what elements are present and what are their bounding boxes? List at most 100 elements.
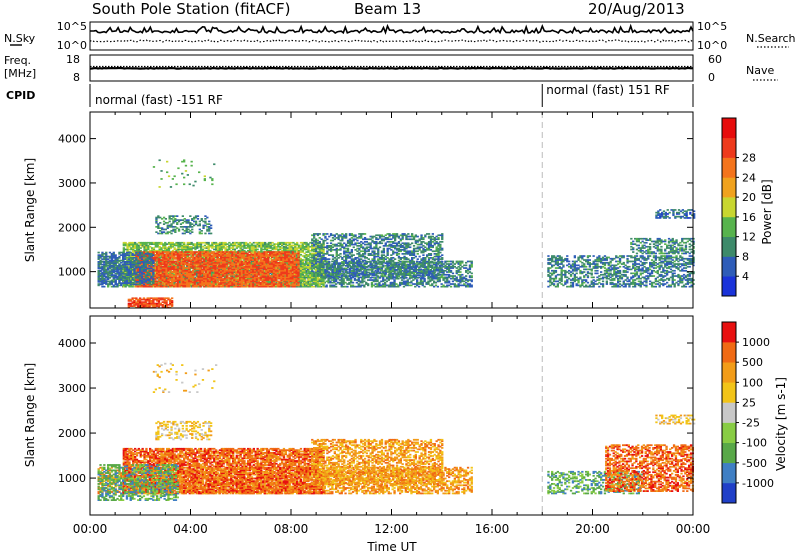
noise-panel: N.Sky 10^5 10^0 10^5 10^0 N.Search — [4, 20, 796, 52]
data-cell — [325, 285, 328, 288]
data-cell — [350, 279, 353, 281]
data-cell — [359, 285, 362, 288]
data-cell — [112, 279, 115, 281]
data-cell — [110, 272, 113, 275]
data-cell — [107, 260, 110, 263]
data-cell — [183, 241, 186, 244]
data-cell — [355, 271, 358, 273]
data-cell — [423, 285, 426, 288]
data-cell — [359, 280, 362, 283]
data-cell — [353, 279, 357, 281]
data-cell — [336, 265, 340, 268]
data-cell — [304, 276, 308, 279]
data-cell — [159, 267, 162, 269]
data-cell — [161, 284, 164, 287]
data-cell — [310, 267, 313, 269]
data-cell — [342, 280, 345, 283]
data-cell — [329, 281, 332, 284]
data-cell — [107, 272, 110, 275]
data-cell — [351, 281, 355, 284]
data-cell — [116, 260, 119, 263]
data-cell — [367, 283, 370, 285]
data-cell — [338, 273, 341, 276]
data-cell — [348, 277, 351, 280]
data-cell — [120, 273, 123, 276]
data-cell — [118, 260, 121, 263]
data-cell — [359, 276, 362, 279]
data-cell — [470, 275, 473, 277]
data-cell — [342, 261, 345, 264]
noise-search-line — [89, 39, 694, 43]
data-cell — [340, 279, 343, 281]
data-cell — [449, 285, 453, 288]
data-cell — [344, 285, 347, 288]
data-cell — [321, 272, 325, 275]
data-cell — [297, 280, 300, 283]
data-cell — [340, 281, 343, 284]
data-cell — [455, 276, 458, 279]
data-cell — [342, 271, 345, 273]
data-cell — [321, 261, 325, 264]
data-cell — [323, 260, 326, 263]
data-cell — [350, 271, 353, 273]
data-cell — [216, 276, 219, 279]
data-cell — [210, 280, 213, 283]
data-cell — [112, 285, 115, 288]
data-cell — [342, 281, 345, 284]
nave-tick-bottom: 0 — [708, 71, 715, 84]
data-cell — [348, 263, 351, 265]
data-cell — [231, 275, 234, 277]
data-cell — [355, 279, 358, 281]
data-cell — [359, 269, 362, 272]
data-cell — [346, 276, 349, 279]
data-cell — [103, 285, 106, 288]
data-cell — [325, 280, 328, 283]
data-cell — [327, 273, 330, 276]
data-cell — [114, 268, 117, 271]
data-cell — [350, 285, 353, 288]
cpid-segment-2: normal (fast) 151 RF — [546, 83, 670, 97]
data-cell — [216, 267, 219, 269]
data-cell — [331, 279, 334, 281]
data-cell — [110, 283, 113, 285]
data-cell — [359, 260, 362, 263]
data-cell — [103, 267, 106, 269]
data-cell — [331, 284, 334, 287]
data-cell — [331, 285, 334, 288]
data-cell — [99, 277, 102, 280]
noise-left-tick-bottom: 10^0 — [57, 39, 87, 52]
data-cell — [340, 277, 343, 280]
data-cell — [210, 265, 213, 268]
data-cell — [325, 284, 328, 287]
data-cell — [346, 272, 349, 275]
data-cell — [112, 275, 115, 277]
data-cell — [331, 263, 334, 265]
data-cell — [461, 260, 464, 263]
data-cell — [252, 275, 255, 277]
data-cell — [105, 261, 108, 264]
data-cell — [195, 272, 198, 275]
data-cell — [120, 272, 123, 275]
data-cell — [357, 285, 360, 288]
data-cell — [178, 260, 181, 263]
data-cell — [359, 281, 362, 284]
data-cell — [448, 280, 451, 283]
cpid-segment-1: normal (fast) -151 RF — [95, 93, 223, 107]
beam-label: Beam 13 — [354, 0, 421, 18]
data-cell — [201, 275, 204, 277]
data-cell — [329, 285, 332, 288]
data-cell — [174, 261, 178, 264]
noise-left-label: N.Sky — [4, 32, 36, 45]
data-cell — [133, 265, 136, 268]
cpid-panel: CPID normal (fast) -151 RF normal (fast)… — [6, 83, 694, 107]
data-cell — [120, 279, 123, 281]
data-cell — [253, 268, 257, 271]
data-cell — [108, 272, 112, 275]
data-cell — [105, 279, 108, 281]
data-cell — [325, 268, 328, 271]
data-cell — [361, 284, 364, 287]
cpid-label: CPID — [6, 89, 35, 102]
data-cell — [376, 279, 379, 281]
data-cell — [242, 284, 245, 287]
data-cell — [103, 272, 106, 275]
